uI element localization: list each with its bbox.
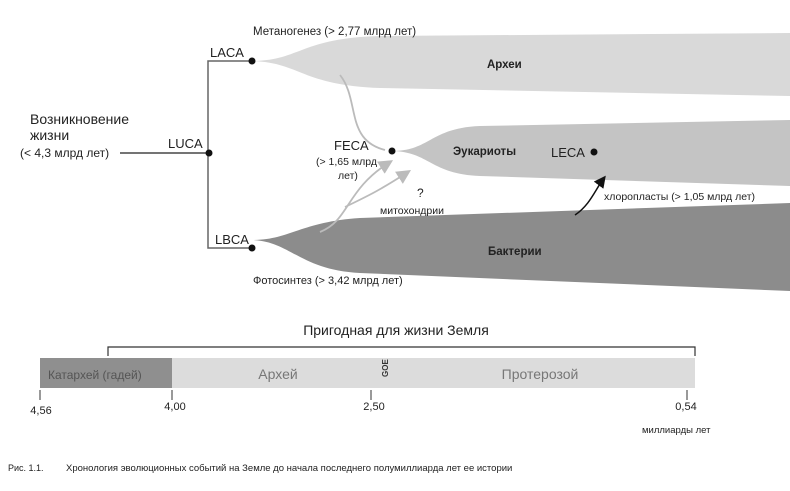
- leca-node: [590, 148, 598, 156]
- origin-label-1: Возникновение: [30, 111, 129, 127]
- methanogenesis-label: Метаногенез (> 2,77 млрд лет): [253, 26, 416, 38]
- eon-archean-label: Архей: [258, 366, 297, 382]
- leca-label: LECA: [551, 145, 585, 160]
- feca-date-2: лет): [338, 170, 358, 182]
- bacteria-label: Бактерии: [488, 246, 542, 258]
- habitable-bracket: [107, 346, 696, 356]
- mitochondria-label: митохондрии: [380, 205, 444, 217]
- habitable-earth-title: Пригодная для жизни Земля: [303, 322, 489, 338]
- tick-label: 4,00: [164, 401, 185, 413]
- laca-label: LACA: [210, 45, 244, 60]
- origin-label-3: (< 4,3 млрд лет): [20, 146, 109, 160]
- luca-node: [205, 149, 213, 157]
- mitochondria-arrow: [344, 170, 412, 208]
- origin-label-2: жизни: [30, 127, 69, 143]
- eon-hadean: [40, 358, 172, 388]
- mitochondria-question: ?: [417, 186, 424, 200]
- goe-label: GOE: [381, 359, 390, 377]
- tick-label: 0,54: [675, 401, 696, 413]
- archaea-band: [251, 33, 790, 96]
- lbca-label: LBCA: [215, 232, 249, 247]
- eon-proterozoic-label: Протерозой: [502, 366, 579, 382]
- chloroplast-arrow: [574, 175, 606, 216]
- eon-archean: [172, 358, 373, 388]
- luca-label: LUCA: [168, 136, 203, 151]
- bacteria-to-feca-arrow: [319, 160, 394, 233]
- archaea-to-feca-curve: [339, 74, 386, 151]
- caption-text: Хронология эволюционных событий на Земле…: [66, 463, 512, 474]
- eon-proterozoic: [373, 358, 695, 388]
- laca-node: [248, 57, 256, 65]
- caption-number: Рис. 1.1.: [8, 463, 44, 473]
- eukaryotes-label: Эукариоты: [453, 146, 516, 158]
- feca-node: [388, 147, 396, 155]
- feca-label: FECA: [334, 138, 369, 153]
- lbca-node: [248, 244, 256, 252]
- timeline-ticks: [39, 390, 688, 400]
- timeline-unit: миллиарды лет: [642, 425, 711, 436]
- chloroplasts-label: хлоропласты (> 1,05 млрд лет): [604, 191, 755, 203]
- tick-label: 4,56: [30, 405, 51, 417]
- tick-label: 2,50: [363, 401, 384, 413]
- eon-hadean-label: Катархей (гадей): [48, 368, 142, 382]
- feca-date-1: (> 1,65 млрд: [316, 156, 377, 168]
- tree-branches: [207, 60, 252, 249]
- archaea-label: Археи: [487, 59, 522, 71]
- bacteria-band: [252, 203, 790, 291]
- photosynthesis-label: Фотосинтез (> 3,42 млрд лет): [253, 275, 403, 287]
